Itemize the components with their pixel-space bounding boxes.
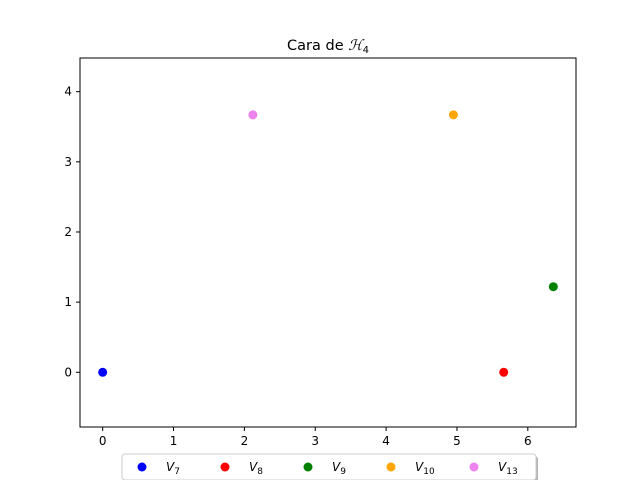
x-tick-label: 3 [311, 434, 319, 448]
legend-label-v10: V10 [415, 460, 435, 477]
legend-label-v8: V8 [249, 460, 263, 477]
legend: V7 V8 V9 V10 V13 [121, 453, 538, 480]
legend-label-v7: V7 [166, 460, 180, 477]
legend-label-v13: V13 [498, 460, 518, 477]
plot-marks [98, 110, 558, 377]
x-tick-label: 6 [524, 434, 532, 448]
legend-label-subscript: 10 [423, 467, 435, 477]
legend-label-main: V [166, 460, 175, 474]
legend-label-subscript: 9 [340, 467, 346, 477]
legend-label-main: V [415, 460, 424, 474]
point-v8 [499, 367, 509, 377]
title-subscript: 4 [363, 45, 369, 56]
point-v7 [98, 367, 108, 377]
plot-frame [79, 57, 577, 428]
x-tick-label: 5 [453, 434, 461, 448]
legend-box [121, 453, 537, 480]
x-tick-label: 0 [99, 434, 107, 448]
legend-label-main: V [498, 460, 507, 474]
x-tick-label: 4 [382, 434, 390, 448]
legend-label-v9: V9 [332, 460, 346, 477]
y-tick-label: 3 [64, 155, 72, 169]
legend-label-subscript: 8 [257, 467, 263, 477]
title-symbol: ℋ [348, 38, 365, 54]
y-tick-label: 1 [64, 295, 72, 309]
point-v13 [248, 110, 258, 120]
legend-marker-v7 [137, 462, 147, 472]
legend-marker-v9 [303, 462, 313, 472]
legend-marker-v8 [220, 462, 230, 472]
point-v10 [448, 110, 458, 120]
legend-label-main: V [249, 460, 258, 474]
y-tick-label: 2 [64, 225, 72, 239]
chart-title: Cara de ℋ4 [287, 38, 369, 56]
legend-marker-v10 [386, 462, 396, 472]
y-tick-label: 0 [64, 365, 72, 379]
x-tick-label: 1 [170, 434, 178, 448]
legend-label-main: V [332, 460, 341, 474]
x-axis: 0 1 2 3 4 5 6 [99, 427, 532, 448]
legend-label-subscript: 13 [506, 467, 517, 477]
y-axis: 0 1 2 3 4 [64, 85, 80, 379]
y-tick-label: 4 [64, 85, 72, 99]
legend-label-subscript: 7 [174, 467, 180, 477]
title-prefix: Cara de [287, 38, 348, 54]
legend-marker-v13 [469, 462, 479, 472]
point-v9 [548, 282, 558, 292]
x-tick-label: 2 [241, 434, 249, 448]
